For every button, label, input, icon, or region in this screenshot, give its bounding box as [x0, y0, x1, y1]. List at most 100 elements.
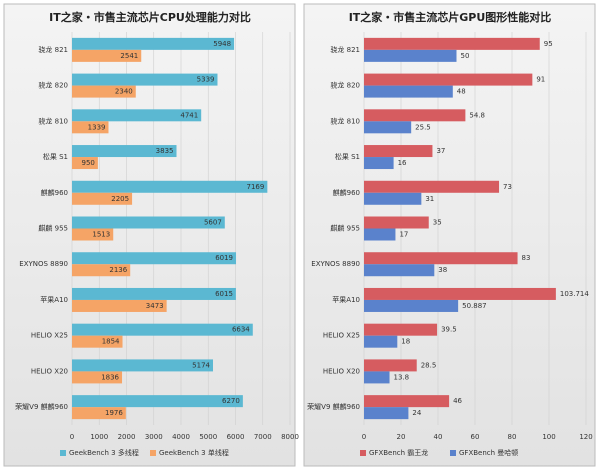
data-label: 6270: [222, 397, 240, 405]
bar: [364, 323, 438, 336]
bar: [364, 73, 533, 86]
data-label: 4741: [180, 111, 198, 119]
data-label: 13.8: [394, 373, 410, 381]
bar: [364, 216, 429, 229]
y-tick-label: HELIO X20: [31, 367, 68, 375]
bar: [364, 121, 412, 134]
chart-title: IT之家・市售主流芯片CPU处理能力对比: [49, 10, 251, 24]
x-tick-label: 0: [70, 433, 74, 441]
bar: [72, 407, 126, 420]
data-label: 2541: [120, 52, 138, 60]
y-tick-label: 骁龙 820: [38, 81, 68, 90]
x-tick-label: 0: [362, 433, 366, 441]
data-label: 5339: [197, 76, 215, 84]
legend-label: GFXBench 曼哈顿: [459, 448, 518, 457]
x-tick-label: 40: [434, 433, 443, 441]
data-label: 95: [544, 40, 553, 48]
bar: [364, 109, 466, 122]
bar: [72, 180, 268, 193]
data-label: 1976: [105, 409, 123, 417]
bar: [364, 252, 518, 265]
y-tick-label: 骁龙 821: [330, 45, 360, 54]
data-label: 1854: [102, 338, 120, 346]
bar: [364, 371, 390, 384]
bar: [364, 335, 398, 348]
y-tick-label: 骁龙 820: [330, 81, 360, 90]
bar: [72, 192, 133, 205]
legend-label: GeekBench 3 单线程: [159, 448, 229, 457]
y-tick-label: 松果 S1: [335, 152, 360, 161]
bar: [72, 264, 131, 277]
data-label: 24: [412, 409, 421, 417]
bar: [72, 323, 253, 336]
legend-label: GFXBench 霸王龙: [369, 448, 428, 457]
x-tick-label: 2000: [118, 433, 136, 441]
legend-swatch: [60, 450, 66, 456]
data-label: 5607: [204, 219, 222, 227]
data-label: 25.5: [415, 123, 431, 131]
panel: [303, 3, 596, 467]
data-label: 54.8: [469, 111, 485, 119]
x-tick-label: 3000: [145, 433, 163, 441]
bar: [72, 157, 98, 170]
legend-swatch: [360, 450, 366, 456]
bar: [364, 264, 435, 277]
data-label: 35: [433, 219, 442, 227]
bar: [72, 37, 235, 50]
y-tick-label: 骁龙 810: [330, 116, 360, 125]
data-label: 83: [522, 254, 531, 262]
x-tick-label: 6000: [227, 433, 245, 441]
data-label: 48: [457, 88, 466, 96]
y-tick-label: 麒麟 955: [38, 224, 68, 233]
bar: [72, 109, 202, 122]
x-tick-label: 7000: [254, 433, 272, 441]
data-label: 2205: [111, 195, 129, 203]
data-label: 2340: [115, 88, 133, 96]
y-tick-label: HELIO X20: [323, 367, 360, 375]
data-label: 28.5: [421, 361, 437, 369]
x-tick-label: 80: [508, 433, 517, 441]
bar: [364, 85, 453, 98]
bar: [72, 145, 177, 158]
data-label: 5948: [213, 40, 231, 48]
x-tick-label: 100: [542, 433, 555, 441]
y-tick-label: EXYNOS 8890: [311, 260, 360, 268]
data-label: 18: [401, 338, 410, 346]
bar: [72, 49, 142, 62]
data-label: 31: [425, 195, 434, 203]
data-label: 7169: [247, 183, 265, 191]
bar: [72, 299, 167, 312]
chart-title: IT之家・市售主流芯片GPU图形性能对比: [349, 10, 552, 24]
bar: [72, 73, 218, 86]
data-label: 50: [461, 52, 470, 60]
bar: [364, 157, 394, 170]
data-label: 37: [436, 147, 445, 155]
bar: [72, 216, 225, 229]
x-tick-label: 8000: [281, 433, 299, 441]
x-tick-label: 20: [397, 433, 406, 441]
data-label: 38: [438, 266, 447, 274]
data-label: 950: [82, 159, 95, 167]
data-label: 6634: [232, 326, 250, 334]
bar: [72, 228, 114, 241]
bar: [364, 37, 540, 50]
bar: [364, 145, 433, 158]
y-tick-label: 骁龙 810: [38, 116, 68, 125]
data-label: 1513: [92, 231, 110, 239]
y-tick-label: 荣耀V9 麒麟960: [307, 402, 360, 411]
bar: [72, 359, 213, 372]
bar: [364, 407, 409, 420]
data-label: 3835: [156, 147, 174, 155]
data-label: 3473: [146, 302, 164, 310]
legend-swatch: [150, 450, 156, 456]
y-tick-label: 苹果A10: [332, 295, 360, 304]
data-label: 2136: [109, 266, 127, 274]
bar: [72, 395, 243, 408]
x-tick-label: 120: [579, 433, 592, 441]
data-label: 91: [536, 76, 545, 84]
y-tick-label: 麒麟960: [333, 188, 360, 197]
bar: [72, 121, 109, 134]
y-tick-label: 麒麟960: [41, 188, 68, 197]
data-label: 103.714: [560, 290, 589, 298]
